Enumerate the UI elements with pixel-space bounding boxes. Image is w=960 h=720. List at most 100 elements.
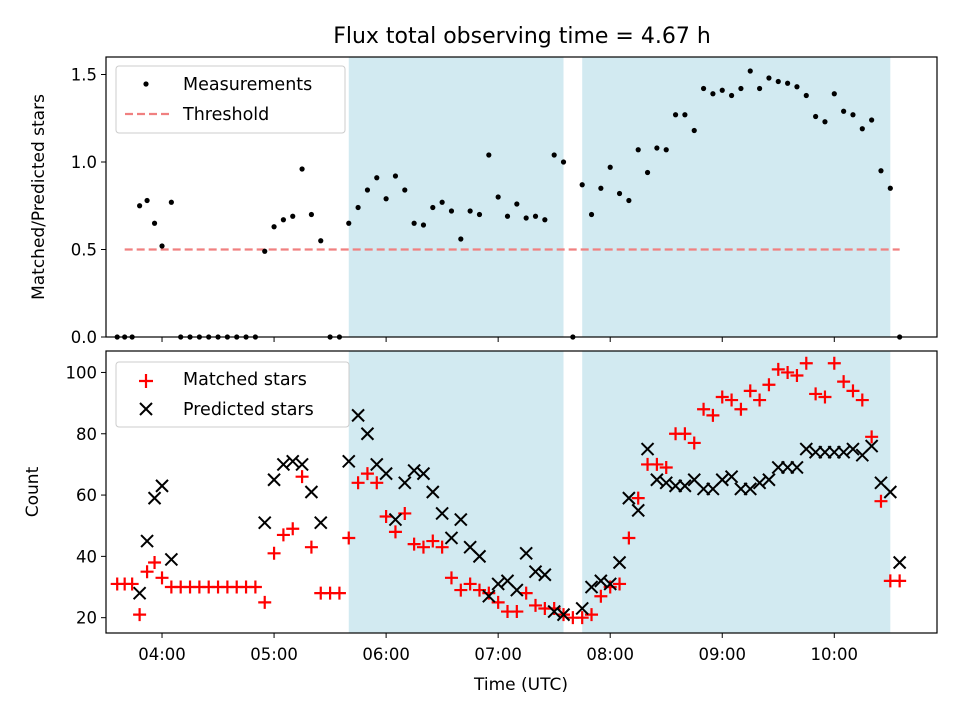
matched-star-marker [575, 611, 589, 625]
measurement-point [579, 182, 585, 188]
top-y-tick-label: 0.5 [71, 241, 97, 260]
matched-star-marker [818, 390, 832, 404]
predicted-star-marker [295, 457, 309, 472]
measurement-point [887, 185, 893, 191]
top-x-ticks [161, 337, 835, 342]
measurement-point [458, 236, 464, 242]
bottom-x-tick-label: 08:00 [586, 645, 634, 664]
measurement-point [495, 194, 501, 200]
measurement-point [411, 220, 417, 226]
measurement-point [663, 147, 669, 153]
matched-star-marker [388, 525, 402, 539]
measurement-point [598, 185, 604, 191]
measurement-point [532, 213, 539, 219]
predicted-star-marker [556, 607, 571, 622]
matched-star-marker [416, 540, 430, 554]
measurement-point [318, 238, 324, 244]
predicted-star-marker [155, 479, 169, 493]
matched-star-marker [286, 522, 300, 536]
measurement-point [616, 190, 623, 197]
measurement-point [290, 213, 296, 219]
matched-star-marker [799, 356, 813, 370]
measurement-point [467, 208, 473, 214]
matched-star-marker [846, 384, 860, 398]
measurement-point [841, 108, 847, 114]
predicted-star-marker [147, 491, 162, 505]
matched-star-marker [659, 460, 673, 474]
matched-star-marker [865, 430, 879, 444]
predicted-star-marker [286, 454, 300, 469]
bottom-shaded-regions [348, 351, 891, 633]
measurement-point [504, 213, 511, 219]
measurement-point [355, 204, 361, 211]
matched-star-marker [510, 605, 524, 619]
matched-star-marker [874, 494, 888, 508]
predicted-star-marker [416, 466, 431, 481]
matched-star-marker [529, 598, 543, 612]
predicted-star-marker [650, 473, 664, 487]
predicted-star-marker [603, 577, 617, 591]
predicted-star-marker [351, 408, 365, 423]
measurement-point [869, 117, 875, 123]
measurement-point [383, 196, 389, 202]
measurement-point [151, 220, 158, 226]
shaded-region [348, 351, 564, 633]
measurement-point [794, 84, 800, 90]
legend-measurements-marker [143, 81, 149, 87]
measurement-point [420, 222, 427, 228]
matched-star-marker [267, 546, 281, 560]
matched-stars-points [110, 356, 907, 625]
measurement-point [430, 204, 436, 211]
matched-star-marker [360, 467, 374, 481]
predicted-stars-points [132, 408, 907, 622]
predicted-star-marker [836, 445, 851, 459]
measurement-point [766, 75, 772, 81]
legend-predicted-marker [139, 402, 153, 416]
matched-star-marker [725, 393, 739, 407]
measurement-point [785, 80, 791, 86]
predicted-star-marker [892, 555, 907, 570]
predicted-star-marker [762, 473, 776, 487]
legend-matched-label: Matched stars [183, 370, 307, 390]
matched-star-marker [650, 457, 664, 471]
measurement-point [710, 91, 716, 97]
measurement-point [588, 211, 595, 218]
bottom-panel: 04:00 05:00 06:00 07:00 08:00 09:00 10:00 20 40… [23, 350, 938, 695]
measurement-point [607, 164, 613, 170]
predicted-star-marker [752, 476, 767, 490]
bottom-y-tick-label: 40 [76, 547, 97, 566]
matched-star-marker [743, 384, 757, 398]
matched-star-marker [837, 375, 851, 389]
predicted-star-marker [799, 442, 813, 456]
measurement-point [850, 112, 856, 118]
matched-star-marker [697, 402, 711, 416]
measurement-point [168, 199, 174, 205]
x-axis-label: Time (UTC) [473, 675, 568, 695]
measurement-point [523, 215, 529, 221]
bottom-x-tick-label: 09:00 [698, 645, 746, 664]
matched-star-marker [351, 476, 365, 490]
legend-threshold-label: Threshold [182, 105, 269, 125]
predicted-star-marker [398, 476, 412, 490]
top-y-tick-label: 1.0 [71, 153, 97, 172]
measurement-point [374, 175, 380, 181]
predicted-star-marker [584, 580, 599, 594]
predicted-star-marker [846, 442, 860, 456]
predicted-star-marker [140, 534, 154, 548]
predicted-star-marker [407, 463, 421, 478]
predicted-star-marker [276, 457, 291, 472]
bottom-y-axis-label: Count [23, 466, 43, 517]
measurement-point [514, 201, 520, 207]
measurement-point [137, 203, 143, 209]
matched-star-marker [133, 608, 147, 622]
measurement-point [813, 113, 819, 120]
measurement-point [672, 112, 679, 118]
shaded-region [348, 57, 564, 337]
matched-star-marker [893, 574, 907, 588]
matched-star-marker [594, 589, 608, 603]
predicted-star-marker [640, 442, 655, 456]
top-shaded-regions [348, 57, 891, 337]
measurement-point [635, 147, 641, 153]
predicted-star-marker [547, 604, 561, 619]
top-y-tick-label: 1.5 [71, 66, 97, 85]
